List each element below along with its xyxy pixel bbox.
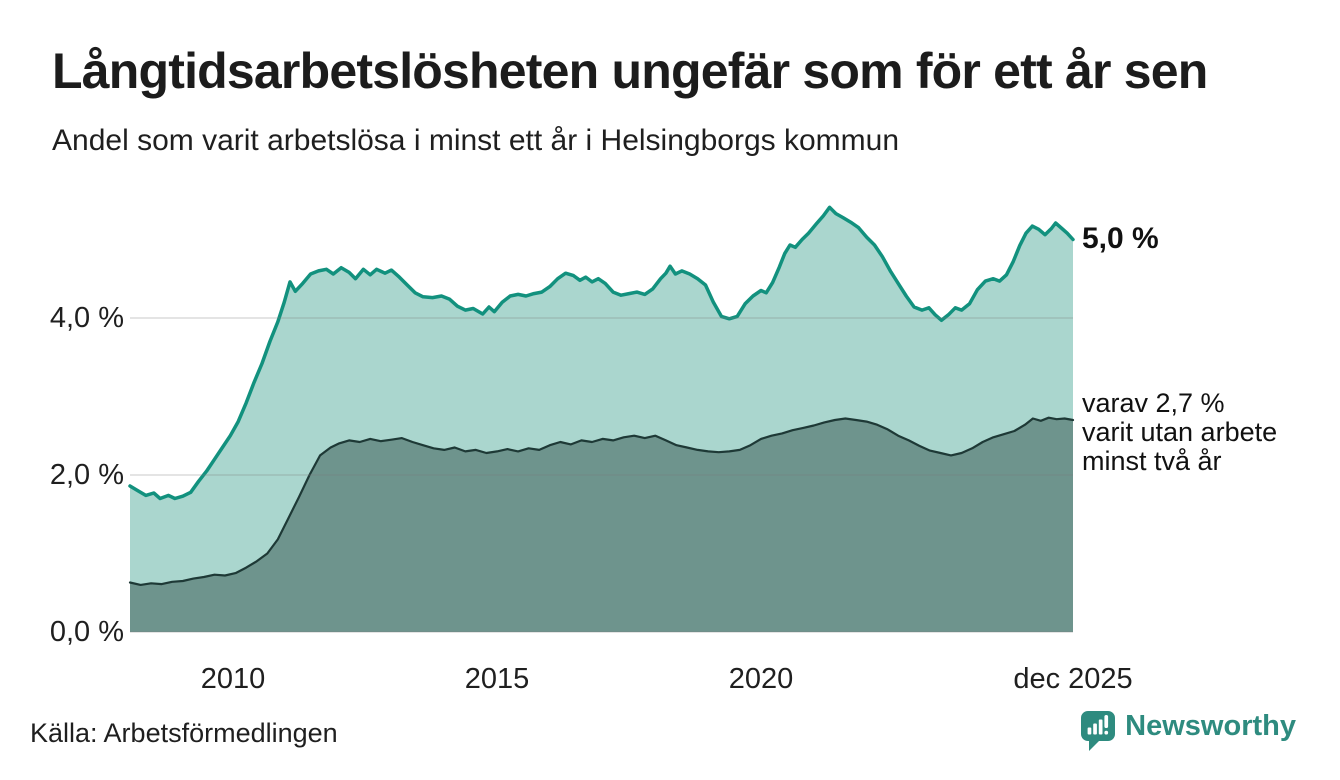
area-chart-plot xyxy=(128,205,1075,633)
y-axis-tick-label: 4,0 % xyxy=(49,301,124,334)
newsworthy-wordmark: Newsworthy xyxy=(1125,710,1296,742)
annotation-line: varit utan arbete xyxy=(1082,417,1278,448)
newsworthy-bubble-chart-icon xyxy=(1081,711,1116,751)
series-one-year-line xyxy=(128,205,1075,501)
chart-subtitle: Andel som varit arbetslösa i minst ett å… xyxy=(52,124,900,157)
x-axis-tick-label: 2015 xyxy=(464,663,530,695)
series-two-year-area xyxy=(130,417,1073,632)
x-axis-tick-label: 2010 xyxy=(200,663,266,695)
x-axis-tick-label: dec 2025 xyxy=(1013,663,1133,695)
source-note: Källa: Arbetsförmedlingen xyxy=(30,718,338,748)
annotation-line: varav 2,7 % xyxy=(1082,388,1225,419)
x-axis-tick-label: 2020 xyxy=(728,663,794,695)
y-axis-tick-label: 2,0 % xyxy=(49,458,124,491)
annotation-line: minst två år xyxy=(1082,446,1222,477)
series-two-year-line xyxy=(128,416,1075,586)
chart-title: Långtidsarbetslösheten ungefär som för e… xyxy=(52,43,1208,99)
y-axis-tick-label: 0,0 % xyxy=(49,616,124,648)
latest-value-label-two-year: varav 2,7 % varit utan arbete minst två … xyxy=(1082,389,1277,476)
newsworthy-logo: Newsworthy xyxy=(1080,708,1296,758)
latest-value-label-one-year: 5,0 % xyxy=(1082,222,1159,256)
